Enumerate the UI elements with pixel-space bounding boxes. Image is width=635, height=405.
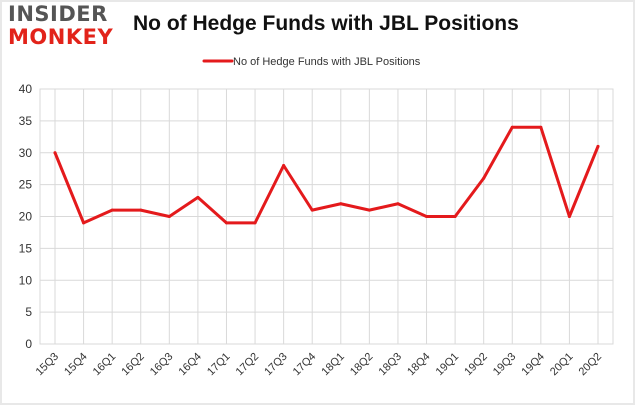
- data-point: [282, 164, 286, 167]
- x-tick-label: 17Q2: [234, 351, 262, 379]
- y-tick-label: 25: [19, 178, 33, 192]
- x-tick-label: 17Q4: [291, 351, 319, 379]
- y-tick-label: 20: [19, 210, 33, 224]
- data-point: [310, 208, 314, 212]
- data-point: [224, 221, 228, 225]
- y-tick-label: 0: [25, 337, 32, 351]
- x-tick-label: 16Q2: [119, 351, 147, 379]
- data-point: [567, 215, 571, 218]
- logo-line-2: MONKEY: [8, 25, 114, 49]
- data-point: [453, 215, 457, 218]
- x-tick-label: 19Q1: [434, 351, 462, 379]
- data-point: [167, 215, 171, 218]
- x-tick-label: 20Q2: [577, 351, 605, 379]
- data-point: [139, 208, 143, 212]
- logo-line-1: INSIDER: [8, 2, 108, 26]
- data-point: [110, 208, 114, 212]
- plot-border: [39, 88, 614, 345]
- data-point: [367, 208, 371, 212]
- data-point: [53, 151, 57, 155]
- x-tick-label: 17Q1: [205, 351, 233, 379]
- x-tick-label: 16Q4: [176, 351, 204, 379]
- data-point: [82, 221, 86, 225]
- insider-monkey-logo: INSIDER MONKEY: [8, 4, 113, 48]
- data-point: [196, 195, 200, 199]
- x-tick-label: 18Q2: [348, 351, 376, 379]
- x-tick-label: 18Q1: [319, 351, 347, 379]
- data-point: [253, 221, 257, 225]
- x-tick-label: 19Q2: [462, 351, 490, 379]
- data-point: [482, 176, 486, 180]
- y-tick-label: 35: [19, 114, 33, 128]
- x-tick-label: 19Q3: [491, 351, 519, 379]
- legend-label: No of Hedge Funds with JBL Positions: [233, 56, 421, 68]
- data-point: [510, 125, 514, 129]
- y-tick-label: 5: [25, 305, 32, 319]
- data-point: [539, 125, 543, 129]
- data-point: [339, 202, 343, 206]
- series-line: [53, 125, 600, 225]
- y-tick-label: 30: [19, 146, 33, 160]
- x-tick-label: 16Q3: [148, 351, 176, 379]
- data-point: [425, 215, 429, 218]
- x-tick-label: 18Q3: [377, 351, 405, 379]
- x-tick-label: 18Q4: [405, 351, 433, 379]
- x-tick-label: 15Q3: [34, 351, 62, 379]
- x-tick-label: 17Q3: [262, 351, 290, 379]
- y-tick-label: 15: [19, 241, 33, 255]
- y-tick-label: 10: [19, 273, 33, 287]
- data-point: [596, 144, 600, 148]
- x-tick-label: 15Q4: [62, 351, 90, 379]
- data-point: [396, 202, 400, 206]
- x-tick-label: 20Q1: [548, 351, 576, 379]
- chart-title: No of Hedge Funds with JBL Positions: [133, 12, 519, 35]
- y-tick-label: 40: [19, 82, 33, 96]
- x-tick-label: 19Q4: [519, 351, 547, 379]
- x-tick-label: 16Q1: [91, 351, 119, 379]
